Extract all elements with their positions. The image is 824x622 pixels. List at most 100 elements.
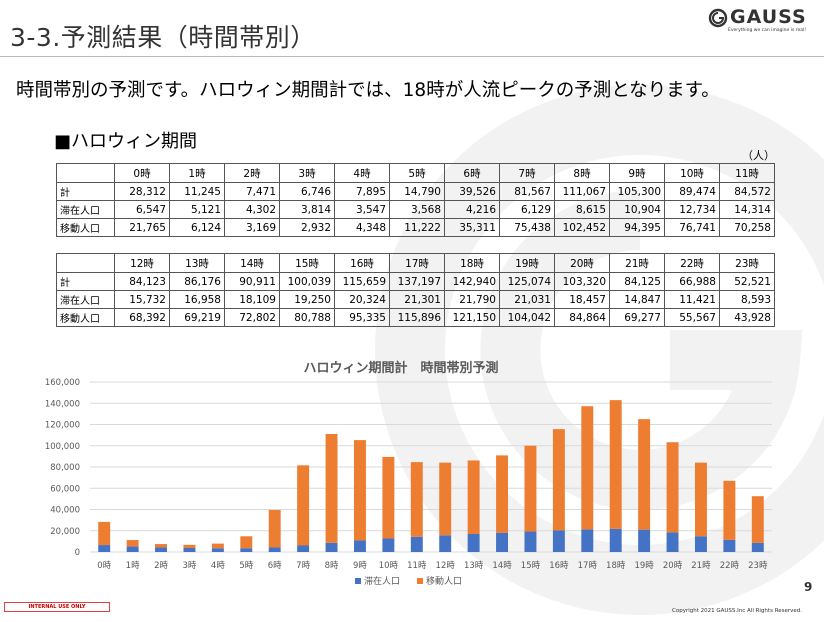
table-cell: 105,300 [609, 182, 665, 201]
x-tick-label: 15時 [521, 561, 541, 571]
row-label: 滞在人口 [56, 290, 115, 309]
table-cell: 11,245 [169, 182, 225, 201]
hour-header: 23時 [719, 253, 775, 273]
table-cell: 137,197 [389, 272, 445, 291]
table-cell: 95,335 [334, 308, 390, 327]
table-cell: 10,904 [609, 200, 665, 219]
bar-stay [581, 529, 594, 552]
table-cell: 100,039 [279, 272, 335, 291]
unit-label: （人） [742, 149, 775, 162]
table-row-total: 計 28,312 11,245 7,471 6,746 7,895 14,790… [56, 182, 775, 201]
bar-move [297, 465, 310, 546]
bar-stay [496, 532, 509, 552]
table-cell: 14,790 [389, 182, 445, 201]
table-cell: 75,438 [499, 218, 555, 237]
bar-stay [297, 545, 310, 552]
x-tick-label: 9時 [353, 561, 367, 571]
table-cell: 19,250 [279, 290, 335, 309]
table-cell: 68,392 [114, 308, 170, 327]
hour-header: 8時 [554, 163, 610, 183]
bar-move [496, 455, 509, 533]
table-cell: 16,958 [169, 290, 225, 309]
table-cell: 11,421 [664, 290, 720, 309]
y-tick-label: 20,000 [50, 527, 80, 537]
hour-header: 2時 [224, 163, 280, 183]
bar-stay [155, 547, 168, 552]
table-cell: 121,150 [444, 308, 500, 327]
table-cell: 12,734 [664, 200, 720, 219]
row-label: 移動人口 [56, 218, 115, 237]
hour-header: 15時 [279, 253, 335, 273]
table-cell: 52,521 [719, 272, 775, 291]
bar-stay [211, 548, 224, 552]
table-cell: 115,659 [334, 272, 390, 291]
table-cell: 142,940 [444, 272, 500, 291]
x-tick-label: 3時 [182, 561, 196, 571]
table-cell: 6,129 [499, 200, 555, 219]
hour-header: 6時 [444, 163, 500, 183]
table-cell: 86,176 [169, 272, 225, 291]
hour-header: 21時 [609, 253, 665, 273]
gauss-logo-icon [708, 8, 728, 28]
bar-stay [609, 528, 622, 552]
logo-text: GAUSS [730, 6, 807, 28]
hourly-table-pm: 12時 13時 14時 15時 16時 17時 18時 19時 20時 21時 … [56, 253, 775, 327]
bar-stay [268, 547, 281, 552]
internal-use-label: INTERNAL USE ONLY [4, 602, 110, 612]
legend-label-move: 移動人口 [426, 575, 462, 587]
table-cell: 3,568 [389, 200, 445, 219]
bar-move [552, 429, 565, 531]
table-header-row: 0時 1時 2時 3時 4時 5時 6時 7時 8時 9時 10時 11時 [56, 163, 775, 183]
table-cell: 6,124 [169, 218, 225, 237]
table-cell: 35,311 [444, 218, 500, 237]
table-cell: 28,312 [114, 182, 170, 201]
bar-move [751, 496, 764, 543]
bar-move [211, 543, 224, 549]
bar-move [126, 540, 139, 547]
logo-tagline: Everything we can imagine is real! [728, 28, 807, 33]
table-cell: 84,123 [114, 272, 170, 291]
bar-stay [439, 535, 452, 552]
bar-move [183, 544, 196, 548]
x-tick-label: 5時 [239, 561, 253, 571]
x-tick-label: 17時 [578, 561, 598, 571]
table-cell: 4,216 [444, 200, 500, 219]
bar-move [609, 400, 622, 529]
x-tick-label: 4時 [211, 561, 225, 571]
x-tick-label: 13時 [464, 561, 484, 571]
bar-move [325, 433, 338, 543]
table-cell: 2,932 [279, 218, 335, 237]
page-number: 9 [804, 580, 813, 594]
bar-move [694, 462, 707, 537]
copyright-text: Copyright 2021 GAUSS.Inc All Rights Rese… [672, 608, 803, 614]
section-title: ■ハロウィン期間 [54, 131, 198, 152]
bar-stay [524, 531, 537, 552]
table-cell: 102,452 [554, 218, 610, 237]
legend-label-stay: 滞在人口 [364, 575, 400, 587]
x-tick-label: 23時 [748, 561, 768, 571]
bar-stay [694, 536, 707, 552]
table-cell: 7,895 [334, 182, 390, 201]
x-tick-label: 12時 [436, 561, 456, 571]
y-tick-label: 0 [75, 548, 80, 558]
x-tick-label: 21時 [691, 561, 711, 571]
bar-stay [552, 530, 565, 552]
table-cell: 43,928 [719, 308, 775, 327]
bar-move [155, 544, 168, 548]
x-tick-label: 10時 [379, 561, 399, 571]
bar-stay [98, 545, 111, 552]
row-label: 滞在人口 [56, 200, 115, 219]
bar-move [240, 536, 253, 549]
x-tick-label: 2時 [154, 561, 168, 571]
table-cell: 3,169 [224, 218, 280, 237]
table-cell: 55,567 [664, 308, 720, 327]
y-tick-label: 60,000 [50, 484, 80, 494]
hourly-table-am: 0時 1時 2時 3時 4時 5時 6時 7時 8時 9時 10時 11時 計 … [56, 163, 775, 237]
table-corner [56, 253, 115, 273]
table-cell: 89,474 [664, 182, 720, 201]
y-tick-label: 100,000 [45, 442, 80, 452]
hour-header: 0時 [114, 163, 170, 183]
hour-header: 10時 [664, 163, 720, 183]
bar-stay [751, 542, 764, 552]
bar-stay [638, 529, 651, 552]
